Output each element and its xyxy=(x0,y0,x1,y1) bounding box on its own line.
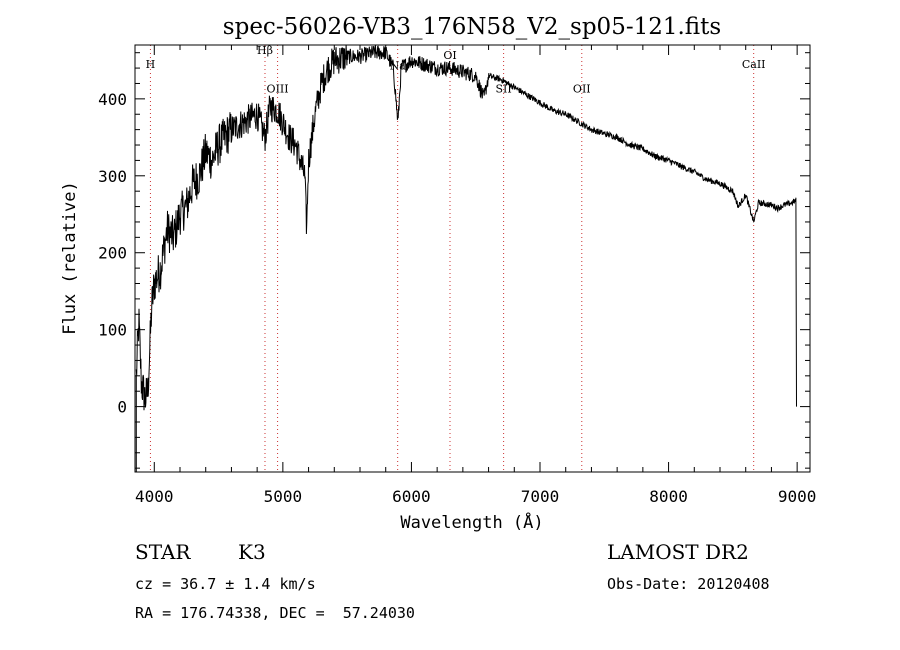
y-tick-label: 100 xyxy=(98,321,127,340)
line-marker-label: OII xyxy=(573,83,591,96)
y-tick-label: 300 xyxy=(98,167,127,186)
line-marker-label: CaII xyxy=(742,58,766,71)
chart-title: spec-56026-VB3_176N58_V2_sp05-121.fits xyxy=(223,14,721,40)
object-subclass: K3 xyxy=(238,540,266,564)
x-tick-label: 5000 xyxy=(264,487,303,506)
y-tick-label: 200 xyxy=(98,244,127,263)
x-tick-label: 7000 xyxy=(521,487,560,506)
line-marker-label: H xyxy=(146,58,156,71)
x-tick-label: 6000 xyxy=(392,487,431,506)
object-class: STAR xyxy=(135,540,191,564)
x-tick-label: 9000 xyxy=(778,487,817,506)
x-axis: 4000 5000 6000 7000 8000 9000 xyxy=(135,45,816,506)
y-tick-label: 400 xyxy=(98,90,127,109)
y-axis: 0 100 200 300 400 xyxy=(98,52,810,469)
line-marker-label: OIII xyxy=(267,83,289,96)
spectrum-line xyxy=(135,44,797,411)
line-marker-label: OI xyxy=(443,49,456,62)
redshift-velocity: cz = 36.7 ± 1.4 km/s xyxy=(135,575,316,593)
y-tick-label: 0 xyxy=(117,398,127,417)
plot-frame xyxy=(134,44,811,473)
x-axis-label: Wavelength (Å) xyxy=(400,511,543,533)
observation-date: Obs-Date: 20120408 xyxy=(607,575,770,593)
x-tick-label: 4000 xyxy=(135,487,174,506)
sky-coordinates: RA = 176.74338, DEC = 57.24030 xyxy=(135,604,415,622)
x-tick-label: 8000 xyxy=(649,487,688,506)
spectrum-series xyxy=(135,44,797,472)
line-marker-label: SII xyxy=(495,83,511,96)
survey-label: LAMOST DR2 xyxy=(607,540,749,564)
y-axis-label: Flux (relative) xyxy=(60,181,80,335)
line-marker-label: Hβ xyxy=(257,44,273,57)
